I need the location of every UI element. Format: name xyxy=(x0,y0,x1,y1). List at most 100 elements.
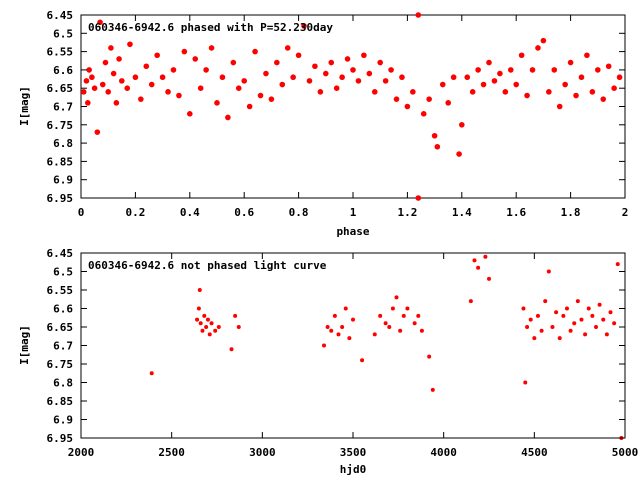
unphased-data-point xyxy=(539,328,544,333)
unphased-data-point xyxy=(405,306,410,311)
phased-x-tick-label: 0.4 xyxy=(180,206,200,219)
phased-plot-title: 060346-6942.6 phased with P=52.230day xyxy=(88,21,333,34)
phased-data-point xyxy=(491,78,498,84)
phased-data-point xyxy=(589,89,596,95)
phased-data-point xyxy=(366,70,373,77)
unphased-data-point xyxy=(378,313,383,318)
phased-data-point xyxy=(86,67,92,73)
unphased-data-point xyxy=(197,288,202,292)
phased-data-point xyxy=(445,100,452,106)
phased-data-point xyxy=(97,19,103,26)
phased-data-point xyxy=(584,52,590,59)
phased-data-point xyxy=(159,74,166,81)
phased-data-point xyxy=(450,74,457,81)
phased-data-point xyxy=(230,59,237,66)
unphased-data-point xyxy=(351,317,355,322)
phased-data-point xyxy=(219,74,226,81)
unphased-data-point xyxy=(590,313,595,318)
phased-data-point xyxy=(578,74,585,81)
unphased-data-point xyxy=(387,325,392,329)
phased-y-tick-label: 6.45 xyxy=(47,9,74,22)
unphased-y-tick-label: 6.45 xyxy=(47,247,74,260)
phased-data-point xyxy=(486,59,492,66)
phased-data-point xyxy=(551,67,558,73)
phased-data-point xyxy=(268,96,275,102)
phased-data-point xyxy=(426,96,432,102)
phased-data-point xyxy=(567,59,574,66)
unphased-data-point xyxy=(198,321,203,326)
phased-y-tick-label: 6.75 xyxy=(47,119,74,132)
phased-x-tick-label: 0.8 xyxy=(289,206,309,219)
phased-data-point xyxy=(600,96,607,102)
phased-data-point xyxy=(225,114,231,121)
unphased-data-point xyxy=(586,306,591,311)
unphased-data-point xyxy=(360,358,365,363)
phased-data-point xyxy=(502,89,509,95)
phased-data-point xyxy=(214,100,220,106)
phased-data-point xyxy=(513,81,519,88)
phased-data-point xyxy=(203,67,209,73)
unphased-y-tick-label: 6.7 xyxy=(53,340,73,353)
unphased-data-point xyxy=(416,313,421,318)
unphased-data-point xyxy=(430,387,435,392)
phased-data-point xyxy=(138,96,144,102)
unphased-data-point xyxy=(372,332,377,337)
unphased-data-point xyxy=(325,325,330,329)
phased-data-point xyxy=(529,67,536,73)
unphased-data-point xyxy=(604,332,609,337)
unphased-y-tick-label: 6.6 xyxy=(53,303,73,316)
phased-data-point xyxy=(456,151,462,157)
phased-y-tick-label: 6.85 xyxy=(47,155,74,168)
phased-plot-panel: 6.45 6.5 6.55 6.6 6.65 6.7 6.75 6.8 6.85 6.9 6.95 0… xyxy=(18,9,628,238)
phased-data-point xyxy=(99,81,106,88)
phased-data-point xyxy=(170,67,177,73)
phased-data-point xyxy=(497,70,503,77)
phased-data-point xyxy=(344,56,351,62)
phased-data-point xyxy=(279,81,286,88)
phased-data-point xyxy=(246,103,253,110)
phased-data-point xyxy=(295,52,302,59)
phased-data-point xyxy=(616,74,623,81)
phased-data-point xyxy=(108,45,114,51)
unphased-x-tick-label: 3500 xyxy=(340,446,367,459)
phased-data-point xyxy=(187,111,193,117)
unphased-data-point xyxy=(572,321,577,326)
unphased-data-point xyxy=(476,265,481,270)
phased-data-point xyxy=(573,92,579,99)
phased-data-point xyxy=(116,56,122,62)
phased-x-tick-label: 1.4 xyxy=(452,206,472,219)
unphased-data-point xyxy=(483,254,488,259)
unphased-data-point xyxy=(207,332,212,337)
unphased-x-tick-label: 2500 xyxy=(158,446,185,459)
unphased-data-point xyxy=(561,313,566,318)
unphased-data-point xyxy=(209,321,214,326)
phased-data-point xyxy=(252,48,258,55)
unphased-data-point xyxy=(329,328,334,333)
phased-data-point xyxy=(469,89,476,95)
phased-data-point xyxy=(241,78,247,84)
unphased-data-point xyxy=(419,328,424,333)
unphased-data-point xyxy=(523,380,528,385)
phased-data-point xyxy=(197,85,204,91)
unphased-data-point xyxy=(205,317,210,322)
phased-data-point xyxy=(410,89,416,95)
phased-data-point xyxy=(605,63,612,70)
phased-data-point xyxy=(434,143,441,150)
phased-data-point xyxy=(328,59,335,66)
unphased-data-point xyxy=(472,258,477,263)
unphased-data-point xyxy=(608,310,613,315)
unphased-points-group xyxy=(149,254,624,440)
phased-data-point xyxy=(290,74,296,81)
phased-data-point xyxy=(546,89,552,95)
unphased-data-point xyxy=(321,343,326,348)
unphased-data-point xyxy=(550,325,555,329)
phased-data-point xyxy=(306,78,313,84)
unphased-data-point xyxy=(195,317,200,322)
phased-data-point xyxy=(80,89,87,95)
phased-x-axis-label: phase xyxy=(336,225,369,238)
unphased-data-point xyxy=(412,321,417,326)
unphased-data-point xyxy=(521,306,526,311)
phased-data-point xyxy=(507,67,514,73)
unphased-data-point xyxy=(229,347,234,352)
phased-data-point xyxy=(132,74,139,81)
